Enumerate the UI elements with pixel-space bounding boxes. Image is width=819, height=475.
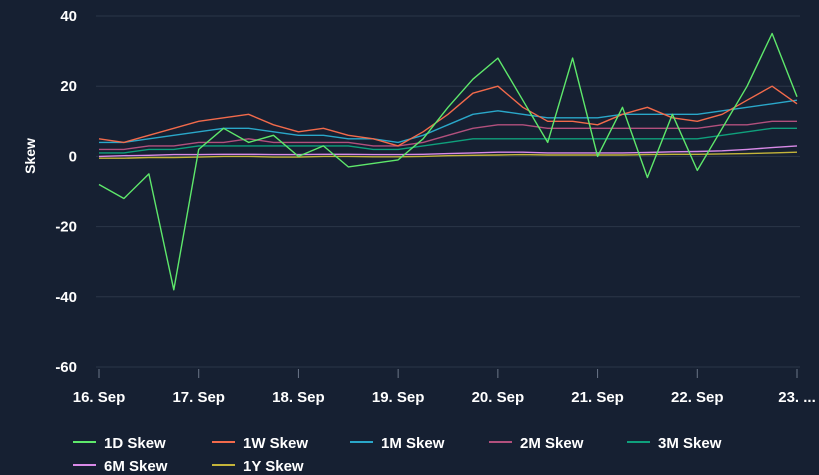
legend-label: 6M Skew	[104, 458, 168, 475]
series-line-1y-skew	[99, 151, 798, 159]
legend-label: 1M Skew	[381, 435, 445, 452]
x-tick-label: 23. ...	[778, 389, 816, 406]
legend-label: 1W Skew	[243, 435, 308, 452]
series-line-6m-skew	[98, 145, 798, 158]
legend-item[interactable]: 1W Skew	[212, 435, 308, 452]
y-axis-ticks: 40 20 0 -20 -40 -60	[55, 8, 77, 376]
x-tick-label: 19. Sep	[372, 389, 425, 406]
legend: 1D Skew 1W Skew 1M Skew 2M Skew 3M Skew 6M Sk…	[73, 435, 722, 475]
legend-label: 1D Skew	[104, 435, 166, 452]
x-tick-label: 18. Sep	[272, 389, 325, 406]
x-axis-ticks: 16. Sep 17. Sep 18. Sep 19. Sep 20. Sep 21. S…	[73, 369, 816, 406]
legend-item[interactable]: 6M Skew	[73, 458, 168, 475]
legend-item[interactable]: 1M Skew	[350, 435, 445, 452]
x-tick-label: 20. Sep	[472, 389, 525, 406]
x-tick-label: 17. Sep	[172, 389, 225, 406]
y-tick-label: 40	[60, 8, 77, 25]
y-tick-label: -40	[55, 289, 77, 306]
x-tick-label: 16. Sep	[73, 389, 126, 406]
series-layer	[98, 32, 798, 291]
y-tick-label: 0	[69, 148, 77, 165]
x-tick-label: 21. Sep	[571, 389, 624, 406]
legend-label: 2M Skew	[520, 435, 584, 452]
series-line-1d-skew	[98, 32, 798, 291]
series-line-1m-skew	[99, 99, 798, 144]
legend-item[interactable]: 1D Skew	[73, 435, 166, 452]
y-tick-label: -20	[55, 219, 77, 236]
legend-label: 3M Skew	[658, 435, 722, 452]
legend-item[interactable]: 2M Skew	[489, 435, 584, 452]
series-line-3m-skew	[99, 127, 797, 154]
y-axis-title: Skew	[22, 138, 38, 174]
series-line-2m-skew	[99, 120, 797, 151]
y-tick-label: -60	[55, 359, 77, 376]
series-line-1w-skew	[98, 85, 798, 147]
y-tick-label: 20	[60, 78, 77, 95]
legend-item[interactable]: 1Y Skew	[212, 458, 304, 475]
legend-label: 1Y Skew	[243, 458, 304, 475]
x-tick-label: 22. Sep	[671, 389, 724, 406]
grid-layer	[96, 15, 800, 368]
legend-item[interactable]: 3M Skew	[627, 435, 722, 452]
